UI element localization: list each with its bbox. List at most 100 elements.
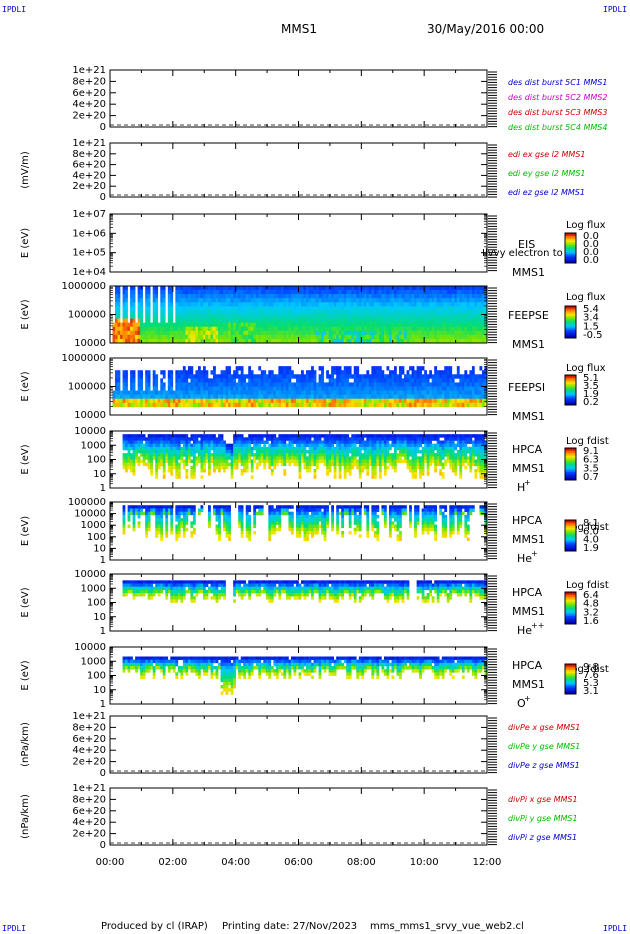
y-tick-label: 2e+20 — [72, 829, 106, 840]
y-axis-label: E (eV) — [20, 299, 31, 329]
colorbar-cell — [565, 387, 576, 389]
panel-spacecraft-label: MMS1 — [512, 266, 545, 279]
colorbar-cell — [565, 384, 576, 386]
colorbar-frame — [564, 591, 577, 625]
y-tick-label: 10000 — [74, 642, 106, 653]
produced-by: Produced by cl (IRAP) — [101, 921, 208, 932]
legend-entry: des dist burst 5C2 MMS2 — [508, 93, 607, 102]
colorbar-tick-label: 3.4 — [583, 313, 599, 324]
colorbar-cell — [565, 257, 576, 259]
colorbar-cell — [565, 320, 576, 323]
colorbar-cell — [565, 317, 576, 320]
colorbar-cell — [565, 692, 576, 695]
colorbar-cell — [565, 546, 576, 549]
colorbar-cell — [565, 312, 576, 315]
y-tick-label: 0 — [100, 768, 106, 779]
colorbar-cell — [565, 233, 576, 235]
heatmap-cells — [122, 580, 488, 603]
colorbar-cell — [565, 674, 576, 677]
colorbar-title: Log fdist — [566, 436, 609, 447]
colorbar-cell — [565, 402, 576, 404]
panel-frame — [109, 787, 488, 846]
colorbar-cell — [565, 251, 576, 253]
y-axis-label: E (eV) — [20, 516, 31, 546]
colorbar-cell — [565, 306, 576, 308]
colorbar-cell — [565, 680, 576, 683]
colorbar-cell — [565, 391, 576, 394]
colorbar-cell — [565, 393, 576, 395]
colorbar-cell — [565, 336, 576, 339]
colorbar-cell — [565, 451, 576, 454]
colorbar-cell — [565, 333, 576, 336]
colorbar-cell — [565, 530, 576, 533]
y-tick-label: 1 — [100, 699, 106, 710]
legend-entry: des dist burst 5C4 MMS4 — [508, 123, 607, 132]
y-tick-label: 1000 — [81, 656, 106, 667]
colorbar-cell — [565, 396, 576, 398]
colorbar-cell — [565, 331, 576, 334]
y-tick-label: 1e+07 — [72, 209, 106, 220]
colorbar-cell — [565, 318, 576, 321]
colorbar-cell — [565, 388, 576, 391]
colorbar-cell — [565, 592, 576, 594]
species-charge-label: ++ — [531, 621, 544, 630]
colorbar-tick-label: 1.6 — [583, 616, 599, 627]
heatmap-cells — [112, 366, 488, 408]
colorbar-frame — [564, 519, 577, 552]
corner-label-top-right: IPDLI — [603, 5, 628, 14]
colorbar-cell — [565, 315, 576, 318]
y-tick-label: 1e+21 — [72, 783, 106, 794]
date-title: 30/May/2016 00:00 — [427, 22, 545, 36]
colorbar-cell — [565, 334, 576, 337]
corner-label-bottom-right: IPDLI — [603, 924, 628, 933]
species-charge-label: + — [524, 694, 531, 703]
panel-instrument-label: HPCA — [512, 586, 543, 599]
colorbar-frame — [564, 374, 577, 406]
colorbar-tick-label: 0.2 — [583, 397, 599, 408]
heatmap-cells — [112, 286, 488, 344]
colorbar-cell — [565, 612, 576, 615]
colorbar-cell — [565, 328, 576, 331]
x-tick-label: 00:00 — [96, 857, 125, 868]
panel-instrument-label: EIS — [518, 238, 535, 251]
colorbar-cell — [565, 240, 576, 243]
legend-entry: divPe y gse MMS1 — [508, 742, 580, 751]
colorbar-cell — [565, 252, 576, 255]
colorbar-cell — [565, 667, 576, 669]
colorbar-cell — [565, 382, 576, 385]
y-tick-label: 1000000 — [61, 353, 106, 364]
colorbar-tick-label: 6.3 — [583, 455, 599, 466]
colorbar-title: Log fdist — [566, 522, 609, 533]
y-tick-label: 100000 — [68, 382, 106, 393]
colorbar-cell — [565, 617, 576, 620]
colorbar-cell — [565, 403, 576, 406]
colorbar-cell — [565, 665, 576, 668]
y-tick-label: 1000 — [81, 440, 106, 451]
y-axis-label: E (eV) — [20, 444, 31, 474]
panel-frame — [109, 213, 488, 273]
colorbar-title: Log fdist — [566, 664, 609, 675]
species-label: O — [517, 697, 526, 710]
colorbar-cell — [565, 688, 576, 690]
colorbar-cell — [565, 310, 576, 313]
colorbar-cell — [565, 261, 576, 264]
colorbar-cell — [565, 456, 576, 458]
colorbar-cell — [565, 472, 576, 474]
colorbar-cell — [565, 679, 576, 681]
y-tick-label: 10 — [93, 685, 106, 696]
panel-instrument-label: HPCA — [512, 514, 543, 527]
colorbar-cell — [565, 470, 576, 473]
colorbar-cell — [565, 671, 576, 674]
colorbar-cell — [565, 595, 576, 598]
y-tick-label: 100 — [87, 455, 106, 466]
colorbar-cell — [565, 465, 576, 468]
colorbar-cell — [565, 378, 576, 380]
colorbar-cell — [565, 454, 576, 457]
colorbar-cell — [565, 616, 576, 618]
species-label: H — [517, 481, 525, 494]
panel-instrument-label: HPCA — [512, 443, 543, 456]
y-tick-label: 1 — [100, 483, 106, 494]
colorbar-tick-label: 8.1 — [583, 518, 599, 529]
colorbar-cell — [565, 622, 576, 625]
colorbar-cell — [565, 325, 576, 328]
